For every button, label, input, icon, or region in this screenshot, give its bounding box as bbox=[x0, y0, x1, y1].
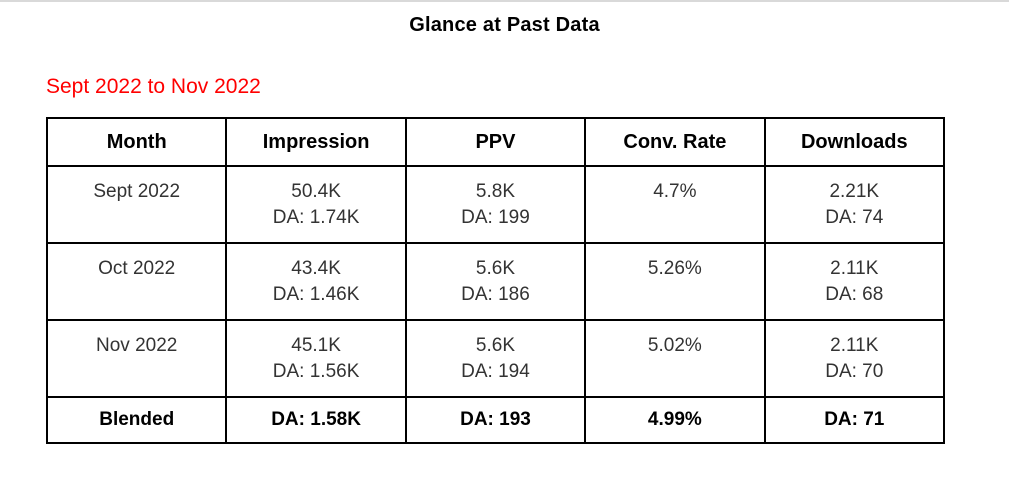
month-cell: Oct 2022 bbox=[45, 242, 228, 321]
blended-label-cell: Blended bbox=[45, 396, 228, 444]
table-row-sept-2022: Sept 2022 50.4K DA: 1.74K 5.8K DA: 199 4… bbox=[45, 165, 946, 244]
impression-value: 43.4K bbox=[291, 258, 341, 279]
impression-cell: 43.4K DA: 1.46K bbox=[225, 242, 407, 321]
impression-da-value: DA: 1.74K bbox=[272, 207, 360, 228]
downloads-value: 2.11K bbox=[830, 335, 879, 356]
ppv-cell: 5.6K DA: 194 bbox=[404, 319, 587, 398]
ppv-da-value: DA: 194 bbox=[461, 361, 530, 382]
month-cell: Nov 2022 bbox=[45, 319, 228, 398]
table-header-row: Month Impression PPV Conv. Rate Download… bbox=[45, 117, 946, 167]
blended-conv-rate-cell: 4.99% bbox=[584, 396, 766, 444]
ppv-value: 5.6K bbox=[475, 335, 516, 356]
impression-da-value: DA: 1.46K bbox=[272, 284, 360, 305]
downloads-cell: 2.11K DA: 70 bbox=[763, 319, 946, 398]
table-row-blended: Blended DA: 1.58K DA: 193 4.99% DA: 71 bbox=[45, 396, 946, 444]
column-header-conv-rate: Conv. Rate bbox=[584, 117, 766, 167]
blended-downloads-cell: DA: 71 bbox=[763, 396, 946, 444]
ppv-cell: 5.6K DA: 186 bbox=[404, 242, 587, 321]
page-title: Glance at Past Data bbox=[409, 14, 600, 36]
column-header-downloads: Downloads bbox=[763, 117, 946, 167]
conv-rate-cell: 5.26% bbox=[584, 242, 766, 321]
blended-ppv-cell: DA: 193 bbox=[404, 396, 587, 444]
column-header-impression: Impression bbox=[225, 117, 407, 167]
table-row-oct-2022: Oct 2022 43.4K DA: 1.46K 5.6K DA: 186 5.… bbox=[45, 242, 946, 321]
impression-cell: 45.1K DA: 1.56K bbox=[225, 319, 407, 398]
ppv-value: 5.8K bbox=[475, 181, 516, 202]
ppv-da-value: DA: 186 bbox=[461, 284, 530, 305]
downloads-cell: 2.21K DA: 74 bbox=[763, 165, 946, 244]
top-divider bbox=[0, 0, 1009, 2]
date-range-subtitle: Sept 2022 to Nov 2022 bbox=[46, 75, 261, 98]
ppv-value: 5.6K bbox=[475, 258, 516, 279]
conv-rate-cell: 5.02% bbox=[584, 319, 766, 398]
downloads-value: 2.21K bbox=[829, 181, 880, 202]
column-header-month: Month bbox=[45, 117, 228, 167]
downloads-value: 2.11K bbox=[830, 258, 879, 279]
ppv-cell: 5.8K DA: 199 bbox=[404, 165, 587, 244]
blended-impression-cell: DA: 1.58K bbox=[225, 396, 407, 444]
impression-value: 45.1K bbox=[291, 335, 341, 356]
past-data-table: Month Impression PPV Conv. Rate Download… bbox=[45, 117, 946, 444]
impression-da-value: DA: 1.56K bbox=[272, 361, 360, 382]
ppv-da-value: DA: 199 bbox=[461, 207, 530, 228]
conv-rate-cell: 4.7% bbox=[584, 165, 766, 244]
downloads-cell: 2.11K DA: 68 bbox=[763, 242, 946, 321]
impression-value: 50.4K bbox=[291, 181, 341, 202]
downloads-da-value: DA: 74 bbox=[825, 207, 884, 228]
downloads-da-value: DA: 70 bbox=[825, 361, 884, 382]
table-row-nov-2022: Nov 2022 45.1K DA: 1.56K 5.6K DA: 194 5.… bbox=[45, 319, 946, 398]
downloads-da-value: DA: 68 bbox=[825, 284, 884, 305]
impression-cell: 50.4K DA: 1.74K bbox=[225, 165, 407, 244]
month-cell: Sept 2022 bbox=[45, 165, 228, 244]
column-header-ppv: PPV bbox=[404, 117, 587, 167]
